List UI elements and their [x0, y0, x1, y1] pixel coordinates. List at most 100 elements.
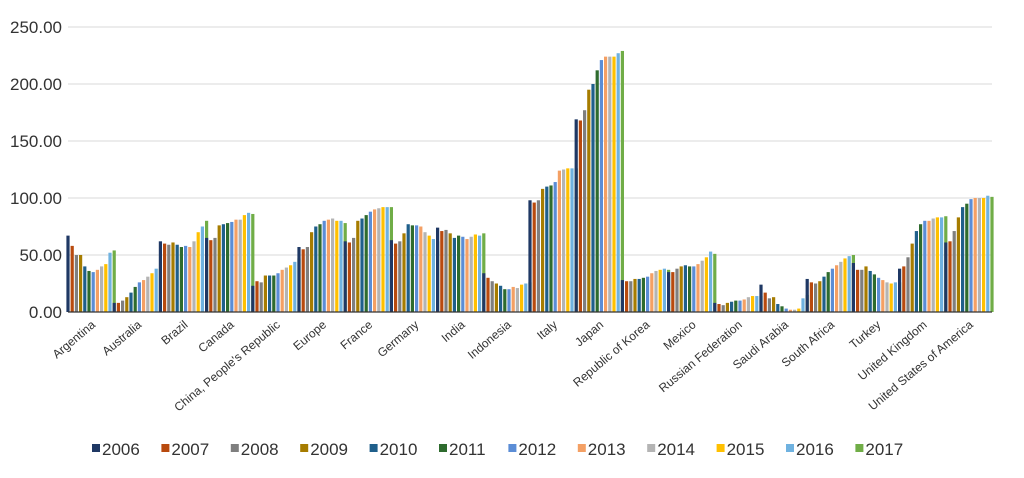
bar-2011: [734, 300, 738, 312]
bar-2014: [238, 219, 242, 312]
bar-2012: [507, 289, 511, 312]
x-tick-label: Canada: [195, 317, 236, 355]
bar-2014: [100, 266, 104, 312]
bar-2012: [415, 225, 419, 312]
bar-2006: [944, 242, 948, 312]
bar-2013: [280, 269, 284, 312]
bar-2010: [822, 276, 826, 312]
bar-2015: [473, 234, 477, 312]
legend-label: 2012: [518, 440, 556, 459]
bar-2013: [650, 273, 654, 312]
bar-2017: [482, 233, 486, 312]
bar-2013: [881, 280, 885, 312]
bar-2009: [263, 275, 267, 312]
legend-label: 2015: [727, 440, 765, 459]
bar-2011: [133, 286, 137, 312]
gridlines: [68, 26, 992, 256]
x-tick-label: Indonesia: [465, 317, 514, 361]
bar-2008: [74, 255, 78, 312]
bar-2013: [604, 56, 608, 312]
legend-label: 2016: [796, 440, 834, 459]
bar-2008: [675, 268, 679, 312]
x-tick-label: Republic of Korea: [570, 317, 652, 389]
legend-swatch: [786, 444, 794, 452]
bar-2014: [331, 218, 335, 312]
bar-2008: [952, 231, 956, 312]
bar-2009: [171, 242, 175, 312]
bar-2017: [112, 250, 116, 312]
bar-2013: [465, 239, 469, 312]
legend-label: 2006: [102, 440, 140, 459]
bar-2010: [360, 218, 364, 312]
bar-2013: [419, 226, 423, 312]
bar-2006: [343, 241, 347, 312]
bar-2011: [410, 225, 414, 312]
bar-2016: [616, 53, 620, 312]
bar-2016: [801, 298, 805, 312]
x-tick-label: Europe: [290, 317, 329, 353]
bar-2008: [814, 283, 818, 312]
bar-2016: [108, 252, 112, 312]
bar-2011: [318, 224, 322, 312]
x-tick-label: Germany: [375, 318, 422, 360]
bar-2010: [499, 285, 503, 312]
x-tick-label: Brazil: [158, 318, 190, 348]
bar-2016: [293, 261, 297, 312]
bar-2015: [427, 235, 431, 312]
bar-2012: [276, 273, 280, 312]
bar-2006: [528, 200, 532, 312]
bar-2016: [709, 251, 713, 312]
legend-swatch: [300, 444, 309, 452]
bar-2012: [553, 182, 557, 312]
bar-2012: [923, 220, 927, 312]
bar-2013: [927, 220, 931, 312]
bar-2013: [742, 299, 746, 312]
bar-2010: [591, 84, 595, 312]
bar-2010: [730, 301, 734, 312]
bar-2008: [767, 298, 771, 312]
bar-2016: [755, 296, 759, 312]
legend-label: 2011: [449, 440, 486, 459]
bar-2014: [284, 267, 288, 312]
bar-2011: [364, 215, 368, 312]
bar-2007: [116, 302, 120, 312]
bar-2013: [511, 286, 515, 312]
legend-swatch: [92, 444, 100, 452]
legend-swatch: [716, 444, 725, 452]
bar-2007: [717, 304, 721, 312]
bar-2012: [738, 300, 742, 312]
y-tick-label: 200.00: [10, 75, 62, 94]
bar-2007: [255, 281, 259, 312]
bar-2014: [469, 236, 473, 312]
bar-2011: [641, 277, 645, 312]
bar-2008: [906, 257, 910, 312]
bar-2008: [860, 269, 864, 312]
bar-2012: [784, 308, 788, 312]
bar-2009: [956, 217, 960, 312]
legend-swatch: [439, 444, 447, 452]
bar-2011: [595, 70, 599, 312]
legend-swatch: [369, 444, 378, 452]
bar-2013: [95, 269, 99, 312]
bar-2014: [608, 56, 612, 312]
bar-2015: [889, 283, 893, 312]
bar-2013: [696, 264, 700, 312]
bar-2007: [763, 292, 767, 312]
bar-2010: [314, 226, 318, 312]
bars: [66, 50, 994, 313]
bar-2010: [83, 266, 87, 312]
bar-2017: [251, 213, 255, 312]
bar-2017: [713, 253, 717, 312]
bar-2014: [192, 241, 196, 312]
bar-2009: [356, 220, 360, 312]
bar-2010: [175, 244, 179, 312]
bar-2015: [242, 215, 246, 312]
bar-2009: [818, 281, 822, 312]
bar-2012: [692, 266, 696, 312]
bar-2007: [532, 202, 536, 312]
x-tick-label: Japan: [572, 318, 606, 350]
bar-2016: [154, 268, 158, 312]
bar-2012: [368, 211, 372, 312]
bar-2014: [885, 282, 889, 312]
